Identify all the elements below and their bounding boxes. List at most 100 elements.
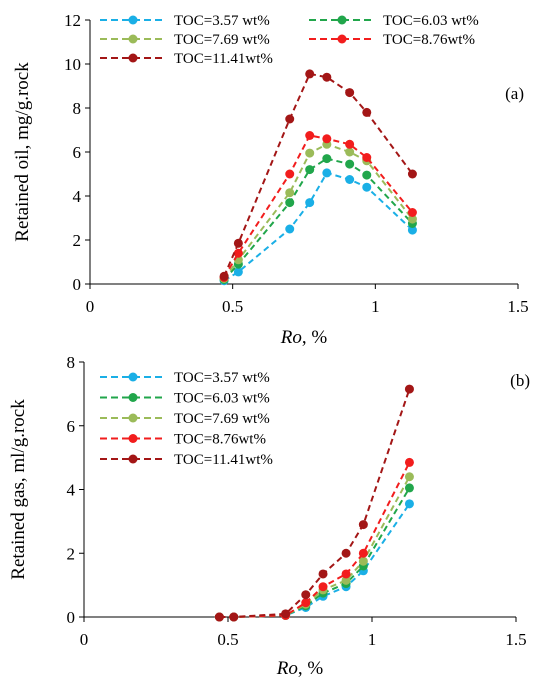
legend-item: TOC=11.41wt% bbox=[100, 51, 273, 67]
x-tick-label: 1.5 bbox=[505, 630, 526, 649]
panel-label: (a) bbox=[505, 84, 524, 103]
data-point bbox=[407, 214, 417, 224]
panel-label: (b) bbox=[510, 371, 530, 390]
data-point bbox=[229, 612, 239, 622]
x-tick-label: 1 bbox=[368, 630, 377, 649]
x-axis-title-unit: , % bbox=[298, 658, 324, 679]
data-point bbox=[322, 168, 332, 178]
y-tick-label: 8 bbox=[73, 99, 82, 118]
x-axis-title: Ro, % bbox=[280, 327, 328, 348]
legend-swatch-marker bbox=[337, 34, 347, 44]
data-point bbox=[345, 147, 355, 157]
data-point bbox=[362, 170, 372, 180]
series-2 bbox=[214, 483, 414, 622]
data-point bbox=[407, 208, 417, 217]
legend-label: TOC=11.41wt% bbox=[174, 452, 273, 468]
legend: TOC=3.57 wt% TOC=6.03 wt% TOC=7.69 wt% TOC=… bbox=[100, 13, 479, 67]
data-point bbox=[318, 582, 328, 592]
legend: TOC=3.57 wt% TOC=6.03 wt% TOC=7.69 wt% TOC=… bbox=[100, 370, 273, 468]
legend-item: TOC=7.69 wt% bbox=[100, 32, 270, 48]
data-point bbox=[305, 148, 315, 158]
data-point bbox=[358, 520, 368, 530]
series-line bbox=[219, 461, 411, 618]
legend-item: TOC=6.03 wt% bbox=[100, 391, 270, 407]
data-point bbox=[362, 107, 372, 117]
data-point bbox=[285, 169, 295, 179]
series-line bbox=[223, 171, 414, 282]
data-point bbox=[281, 609, 291, 619]
legend-swatch-marker bbox=[128, 413, 138, 423]
data-point bbox=[345, 88, 355, 98]
x-tick-label: 0 bbox=[86, 297, 95, 316]
x-tick-label: 0 bbox=[80, 630, 89, 649]
data-point bbox=[341, 548, 351, 558]
series-4 bbox=[219, 131, 417, 282]
data-point bbox=[233, 267, 243, 277]
data-point bbox=[345, 139, 355, 149]
data-point bbox=[305, 198, 315, 208]
y-tick-label: 12 bbox=[64, 11, 81, 30]
data-point bbox=[362, 182, 372, 192]
data-point bbox=[407, 225, 417, 235]
y-tick-label: 2 bbox=[67, 544, 76, 563]
y-tick-label: 10 bbox=[64, 55, 81, 74]
data-point bbox=[358, 556, 368, 566]
legend-item: TOC=6.03 wt% bbox=[309, 13, 479, 29]
data-point bbox=[233, 238, 243, 248]
data-point bbox=[214, 612, 224, 622]
legend-item: TOC=11.41wt% bbox=[100, 452, 273, 468]
series-3 bbox=[219, 139, 417, 283]
data-point bbox=[301, 590, 311, 600]
legend-item: TOC=3.57 wt% bbox=[100, 370, 270, 386]
data-point bbox=[305, 69, 315, 79]
legend-swatch-marker bbox=[128, 15, 138, 25]
data-point bbox=[404, 457, 414, 467]
legend-label: TOC=7.69 wt% bbox=[174, 411, 270, 427]
legend-label: TOC=8.76wt% bbox=[174, 432, 266, 448]
data-point bbox=[233, 248, 243, 258]
data-point bbox=[305, 165, 315, 175]
data-point bbox=[285, 224, 295, 234]
data-point bbox=[404, 499, 414, 509]
legend-swatch-marker bbox=[128, 372, 138, 382]
series-line bbox=[223, 134, 414, 278]
data-point bbox=[285, 114, 295, 124]
legend-swatch-marker bbox=[128, 393, 138, 402]
data-point bbox=[219, 271, 229, 281]
legend-swatch-marker bbox=[128, 434, 138, 443]
legend-label: TOC=3.57 wt% bbox=[174, 370, 270, 386]
legend-item: TOC=8.76wt% bbox=[100, 432, 266, 448]
data-point bbox=[318, 569, 328, 579]
y-tick-label: 4 bbox=[67, 481, 76, 500]
data-point bbox=[322, 154, 332, 164]
legend-swatch-marker bbox=[128, 53, 138, 63]
data-point bbox=[404, 384, 414, 394]
data-point bbox=[404, 472, 414, 482]
retained-gas-chart: 0 2 4 6 8 0 0.5 1 1.5 Ro, % Retained gas, ml/g.roc… bbox=[8, 353, 530, 679]
data-point bbox=[341, 569, 351, 579]
legend-label: TOC=6.03 wt% bbox=[383, 13, 479, 29]
legend-label: TOC=6.03 wt% bbox=[174, 391, 270, 407]
data-point bbox=[345, 159, 355, 169]
series-5 bbox=[214, 384, 414, 622]
data-point bbox=[285, 188, 295, 198]
data-point bbox=[404, 483, 414, 493]
x-tick-label: 0.5 bbox=[222, 297, 243, 316]
y-tick-label: 6 bbox=[73, 143, 82, 162]
x-axis-title-var: Ro bbox=[280, 327, 302, 348]
data-point bbox=[285, 198, 295, 208]
legend-swatch-marker bbox=[337, 15, 347, 25]
data-point bbox=[407, 169, 417, 179]
series-1 bbox=[219, 168, 417, 286]
data-point bbox=[322, 134, 332, 144]
x-axis-title: Ro, % bbox=[276, 658, 324, 679]
x-tick-label: 0.5 bbox=[217, 630, 238, 649]
x-axis-title-unit: , % bbox=[302, 327, 328, 348]
legend-label: TOC=3.57 wt% bbox=[174, 13, 270, 29]
data-point bbox=[345, 175, 355, 184]
legend-item: TOC=7.69 wt% bbox=[100, 411, 270, 427]
y-tick-label: 0 bbox=[67, 608, 76, 627]
series-1 bbox=[214, 499, 414, 622]
y-tick-label: 0 bbox=[73, 275, 82, 294]
